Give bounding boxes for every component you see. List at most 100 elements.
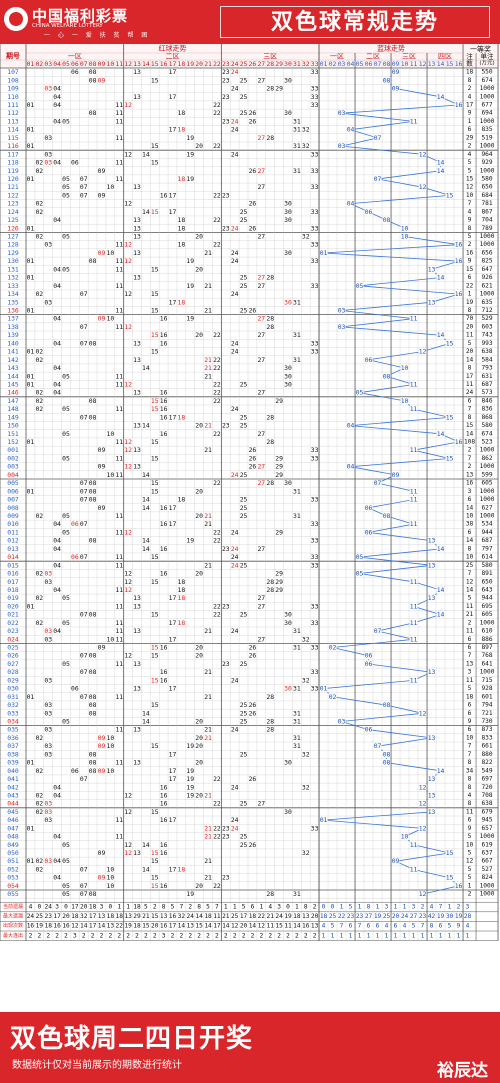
- blue-ball-number: 08: [383, 701, 391, 709]
- stats-value: 16: [62, 923, 70, 930]
- red-ball-number: 05: [62, 882, 70, 890]
- red-ball-number: 21: [204, 627, 212, 635]
- blue-ball-background: [445, 849, 454, 857]
- header-background: [0, 44, 500, 68]
- red-ball-number: 05: [62, 265, 70, 273]
- prize-amount-value: 868: [481, 414, 492, 421]
- stats-value: 9: [457, 923, 461, 930]
- blue-ball-number: 05: [356, 553, 364, 561]
- blue-ball-background: [346, 421, 355, 430]
- issue-number: 133: [7, 282, 19, 290]
- red-ball-number: 12: [124, 578, 132, 586]
- red-ball-number: 04: [53, 537, 61, 545]
- prize-count-value: 5: [468, 866, 472, 873]
- prize-count-value: 6: [468, 496, 472, 503]
- red-ball-number: 11: [115, 454, 123, 462]
- stats-value: 4: [403, 923, 407, 930]
- red-ball-number: 01: [27, 257, 35, 265]
- prize-count-value: 8: [468, 776, 472, 783]
- stats-value: 5: [331, 923, 335, 930]
- red-ball-number: 14: [142, 537, 150, 545]
- red-ball-number: 07: [80, 693, 88, 701]
- blue-ball-number: 11: [410, 676, 418, 684]
- stats-value: 28: [464, 913, 472, 920]
- red-ball-number: 02: [35, 594, 43, 602]
- blue-ball-number: 11: [410, 117, 418, 125]
- red-ball-number: 07: [80, 652, 88, 660]
- stats-value: 15: [195, 923, 203, 930]
- blue-ball-background: [436, 767, 445, 775]
- red-ball-number: 16: [160, 800, 168, 808]
- red-ball-number: 01: [27, 602, 35, 610]
- red-ball-number: 25: [240, 422, 248, 430]
- red-ball-number: 22: [213, 216, 221, 224]
- stats-value: 2: [206, 932, 210, 939]
- red-ball-number: 07: [80, 339, 88, 347]
- red-ball-number: 18: [178, 586, 186, 594]
- prize-count-value: 6: [468, 817, 472, 824]
- red-ball-number: 21: [204, 561, 212, 569]
- red-ball-number: 15: [151, 454, 159, 462]
- prize-amount-value: 730: [481, 718, 492, 725]
- issue-number: 120: [7, 175, 19, 183]
- red-ball-number: 25: [240, 660, 248, 668]
- stats-value: 29: [133, 913, 141, 920]
- stats-value: 14: [293, 923, 301, 930]
- red-ball-number: 11: [115, 257, 123, 265]
- red-ball-number: 02: [35, 512, 43, 520]
- red-number-header-label: 10: [107, 60, 115, 68]
- stats-value: 7: [340, 923, 344, 930]
- issue-number: 032: [7, 701, 19, 709]
- red-ball-number: 31: [293, 356, 301, 364]
- issue-number: 018: [7, 586, 19, 594]
- prize-count-value: 3: [468, 488, 472, 495]
- issue-number: 053: [7, 874, 19, 882]
- prize-count-value: 16: [466, 480, 474, 487]
- logo-english-text: CHINA WELFARE LOTTERY: [32, 23, 103, 29]
- red-ball-number: 14: [142, 471, 150, 479]
- red-ball-number: 20: [195, 742, 203, 750]
- red-ball-number: 29: [275, 586, 283, 594]
- issue-number: 119: [7, 167, 19, 175]
- red-ball-number: 04: [53, 216, 61, 224]
- prize-amount-value: 603: [481, 323, 492, 330]
- blue-number-header-label: 13: [428, 60, 436, 68]
- red-ball-number: 28: [266, 323, 274, 331]
- stats-value: 4: [268, 904, 272, 911]
- publisher-brand: 裕辰达: [437, 1061, 488, 1081]
- red-number-header-label: 03: [44, 60, 52, 68]
- red-ball-number: 33: [311, 454, 319, 462]
- blue-ball-number: 15: [446, 874, 454, 882]
- red-ball-number: 11: [115, 660, 123, 668]
- red-ball-number: 20: [195, 652, 203, 660]
- blue-ball-number: 16: [455, 257, 463, 265]
- stats-value: 18: [204, 913, 212, 920]
- issue-number: 007: [7, 496, 19, 504]
- red-ball-number: 25: [240, 380, 248, 388]
- issue-number: 044: [7, 800, 19, 808]
- issue-number: 146: [7, 389, 19, 397]
- stats-value: 4: [385, 923, 389, 930]
- red-ball-number: 17: [169, 298, 177, 306]
- prize-count-value: 7: [468, 743, 472, 750]
- red-ball-number: 07: [80, 496, 88, 504]
- red-ball-number: 02: [35, 290, 43, 298]
- stats-value: 13: [160, 913, 168, 920]
- prize-amount-value: 661: [481, 743, 492, 750]
- red-ball-number: 25: [240, 561, 248, 569]
- red-ball-number: 16: [160, 841, 168, 849]
- stats-value: 1: [403, 932, 407, 939]
- red-ball-number: 20: [195, 265, 203, 273]
- stats-value: 5: [349, 904, 353, 911]
- stats-value: 12: [258, 923, 266, 930]
- red-ball-number: 19: [186, 175, 194, 183]
- stats-value: 1: [466, 932, 470, 939]
- red-ball-number: 15: [151, 611, 159, 619]
- red-ball-number: 25: [240, 282, 248, 290]
- red-ball-number: 22: [213, 241, 221, 249]
- red-ball-number: 15: [151, 159, 159, 167]
- prize-amount-value: 1000: [480, 291, 495, 298]
- issue-number: 040: [7, 767, 19, 775]
- stats-value: 1: [412, 932, 416, 939]
- issue-number: 151: [7, 430, 19, 438]
